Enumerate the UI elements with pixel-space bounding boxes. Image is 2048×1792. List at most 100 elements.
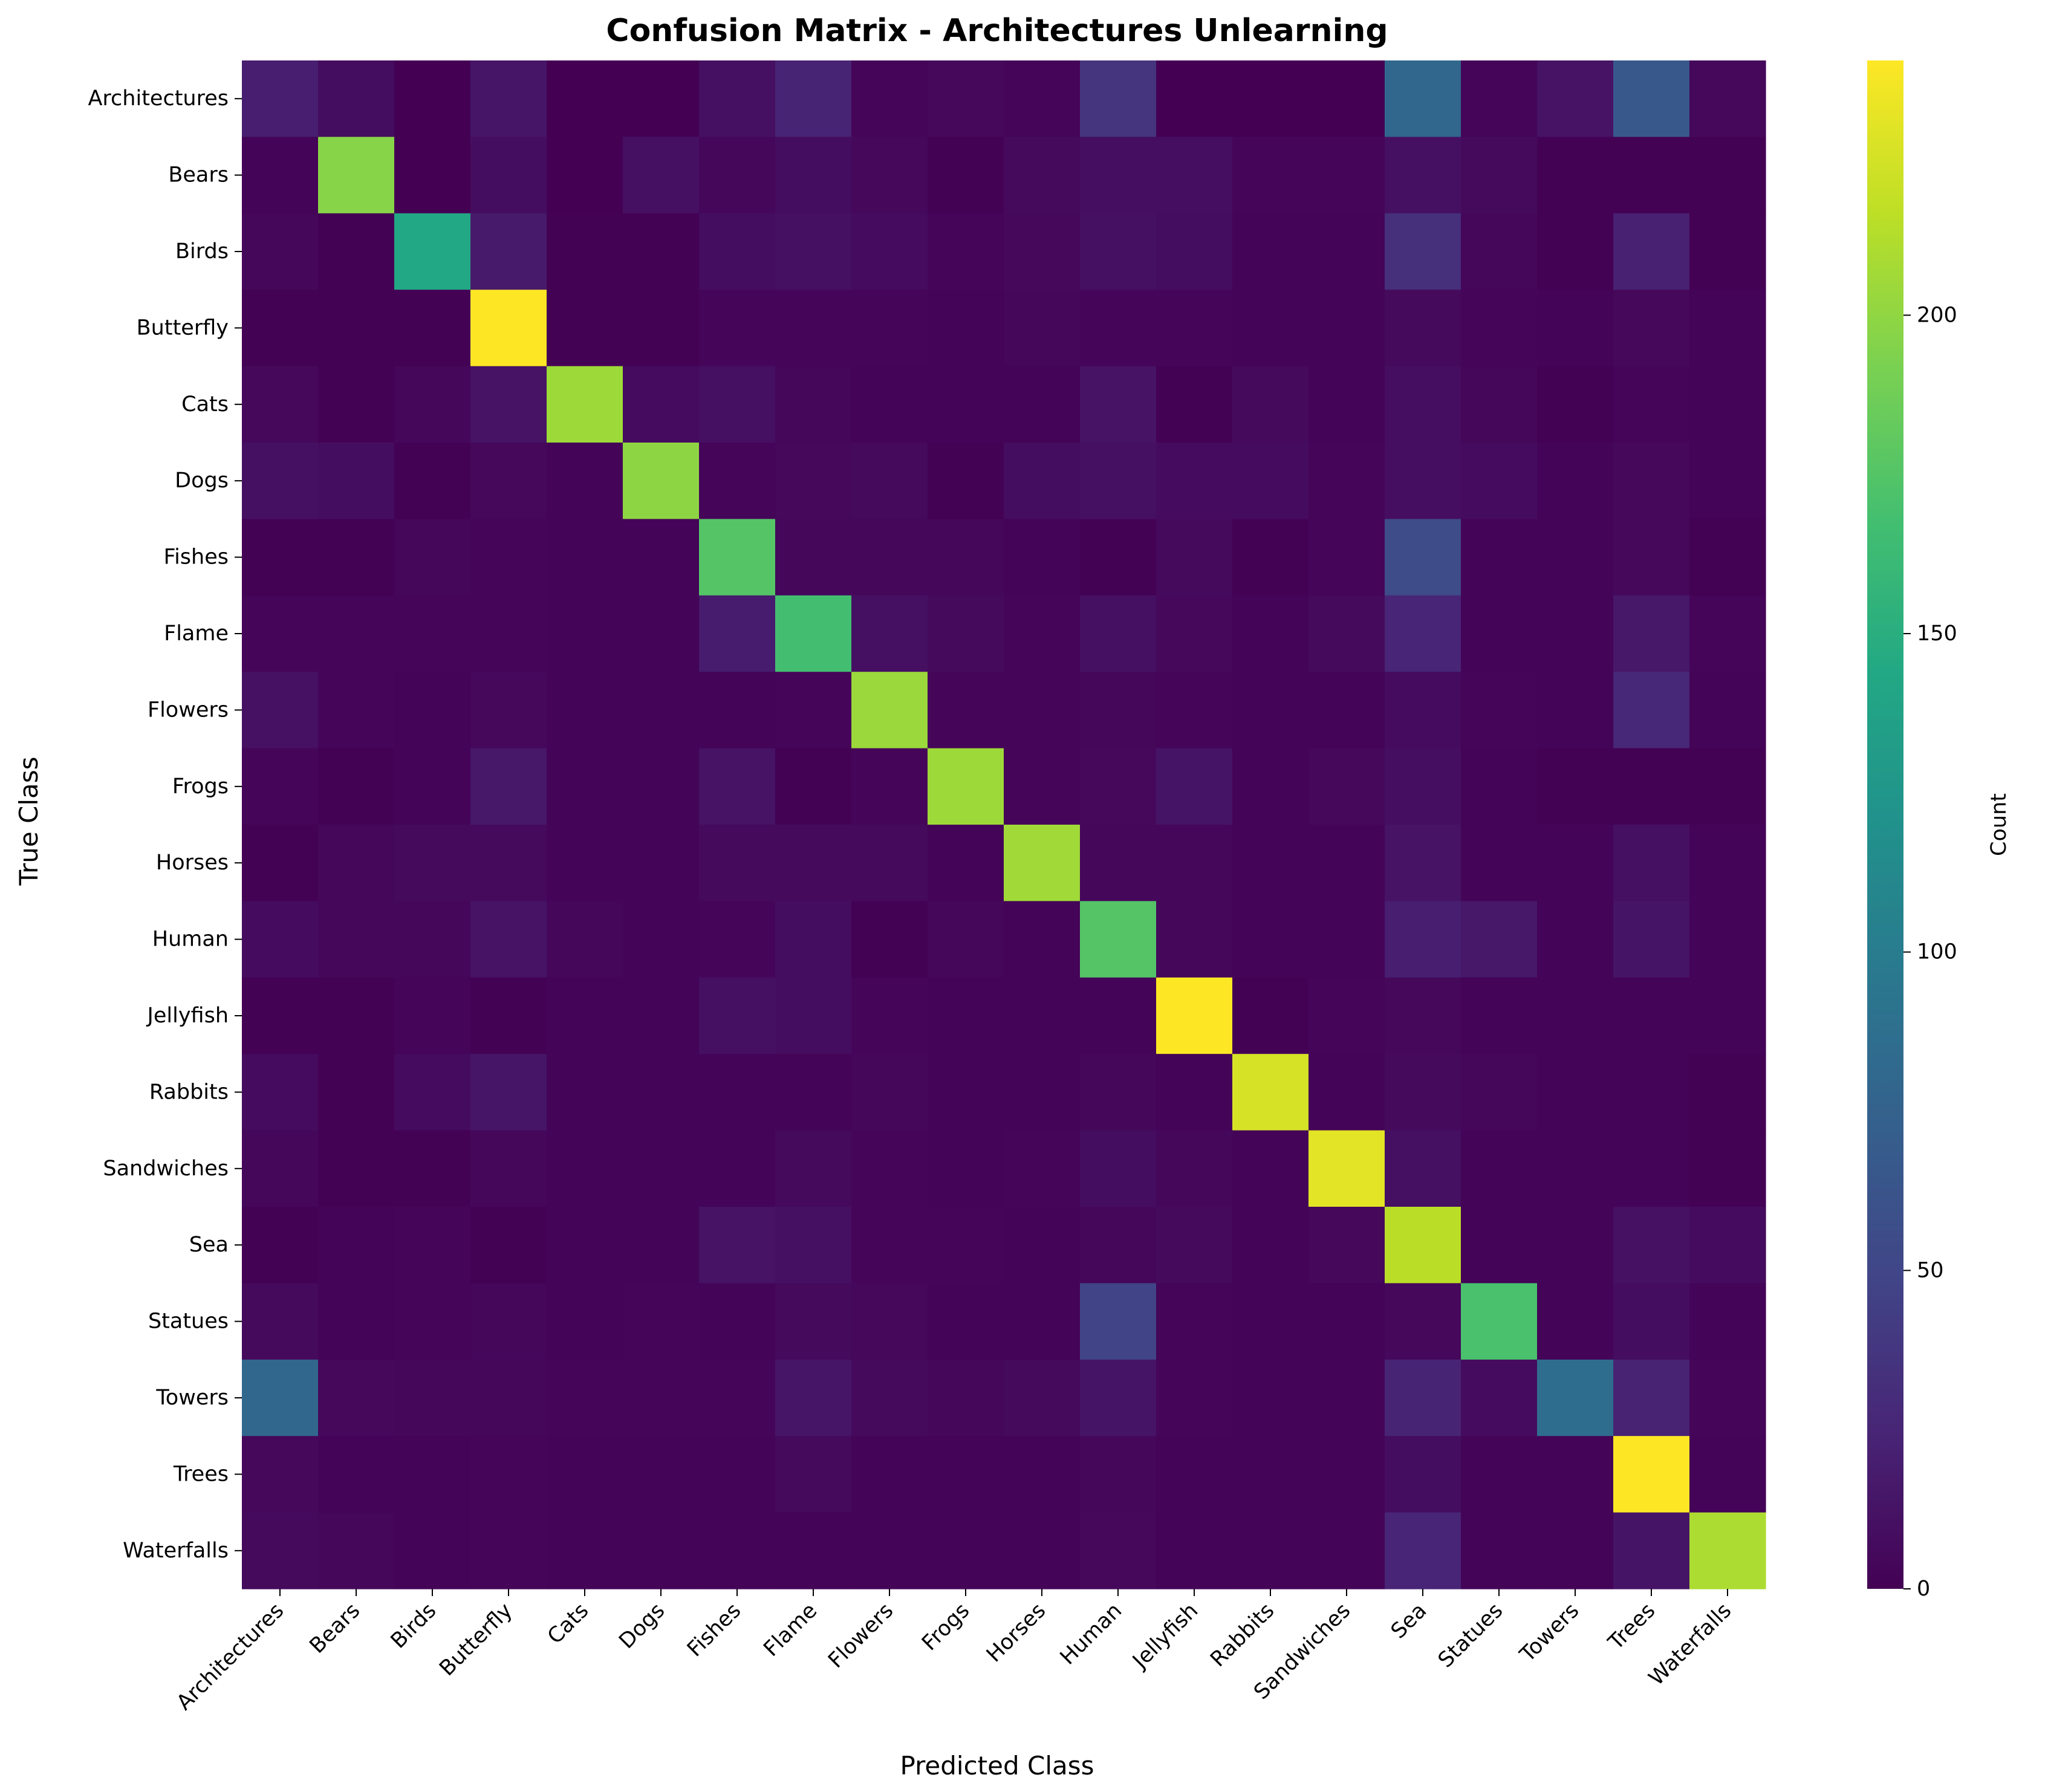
heatmap-cell: [1232, 748, 1309, 825]
heatmap-cell: [1385, 748, 1461, 825]
heatmap-cell: [699, 1054, 776, 1131]
heatmap-cell: [1537, 290, 1614, 367]
x-tick-label: Fishes: [683, 1599, 746, 1661]
heatmap-cell: [699, 1359, 776, 1437]
heatmap-cell: [1080, 672, 1157, 749]
heatmap-cell: [1689, 443, 1766, 519]
heatmap-cell: [394, 977, 471, 1054]
heatmap-cell: [623, 213, 700, 290]
heatmap-cell: [1537, 1054, 1614, 1131]
heatmap-cell: [1080, 1512, 1157, 1589]
heatmap-cell: [1308, 1436, 1385, 1513]
y-tick-label: Towers: [155, 1386, 229, 1410]
colorbar-label: Count: [1987, 793, 2011, 856]
heatmap-cell: [1537, 443, 1614, 519]
heatmap-cell: [1385, 1283, 1461, 1360]
heatmap-cell: [1080, 748, 1157, 825]
heatmap-cell: [775, 213, 852, 290]
heatmap-cell: [1689, 977, 1766, 1054]
heatmap-cell: [1689, 290, 1766, 367]
heatmap-cell: [318, 1130, 395, 1207]
heatmap-cell: [1613, 519, 1690, 596]
heatmap-cell: [242, 1207, 319, 1284]
heatmap-cell: [1004, 1512, 1081, 1589]
heatmap-cell: [928, 290, 1004, 367]
heatmap-cell: [242, 977, 319, 1054]
heatmap-cell: [1156, 366, 1233, 443]
heatmap-cell: [851, 977, 928, 1054]
heatmap-cell: [1308, 443, 1385, 519]
heatmap-cell: [394, 366, 471, 443]
y-axis-label: True Class: [14, 756, 44, 886]
heatmap-cell: [1080, 443, 1157, 519]
heatmap-cell: [1156, 1130, 1233, 1207]
heatmap-cell: [1232, 519, 1309, 596]
heatmap-cell: [242, 672, 319, 749]
heatmap-cell: [1689, 672, 1766, 749]
heatmap-cell: [318, 901, 395, 978]
heatmap-cell: [851, 213, 928, 290]
heatmap-cell: [242, 443, 319, 519]
heatmap-cell: [470, 213, 547, 290]
y-axis-ticks: Architectures Bears Birds Butterfly Cats Dogs…: [88, 86, 242, 1563]
heatmap-cell: [1156, 137, 1233, 214]
heatmap-cell: [1461, 366, 1538, 443]
heatmap-cell: [547, 1130, 623, 1207]
heatmap-cell: [1004, 443, 1081, 519]
heatmap-cell: [1004, 672, 1081, 749]
heatmap-cell: [470, 443, 547, 519]
y-tick-label: Architectures: [88, 86, 229, 111]
heatmap-cell: [1080, 290, 1157, 367]
heatmap-cell: [394, 672, 471, 749]
heatmap-cell: [851, 137, 928, 214]
heatmap-cell: [775, 1436, 852, 1513]
heatmap-cell: [1308, 1130, 1385, 1207]
heatmap-cell: [928, 1207, 1004, 1284]
heatmap-cell: [1613, 213, 1690, 290]
heatmap-cell: [928, 366, 1004, 443]
heatmap-cell: [242, 1283, 319, 1360]
heatmap-cell: [1308, 519, 1385, 596]
heatmap-cell: [623, 595, 700, 672]
heatmap-cell: [1080, 1436, 1157, 1513]
y-tick-label: Sea: [189, 1233, 229, 1257]
heatmap-cell: [775, 443, 852, 519]
heatmap-cell: [318, 977, 395, 1054]
heatmap-cell: [1537, 672, 1614, 749]
heatmap-cell: [470, 1359, 547, 1437]
heatmap-cell: [1461, 60, 1538, 137]
colorbar-tick-label: 0: [1917, 1577, 1930, 1601]
heatmap-cell: [470, 519, 547, 596]
heatmap-cell: [1613, 137, 1690, 214]
heatmap-cell: [623, 1436, 700, 1513]
heatmap-cell: [1308, 60, 1385, 137]
heatmap-cell: [547, 1054, 623, 1131]
chart-title: Confusion Matrix - Architectures Unlearn…: [606, 13, 1388, 49]
heatmap-cell: [1461, 213, 1538, 290]
heatmap-cell: [1537, 901, 1614, 978]
heatmap-cell: [470, 1207, 547, 1284]
x-tick-label: Human: [1056, 1599, 1127, 1670]
heatmap-cell: [394, 1054, 471, 1131]
heatmap-cell: [547, 977, 623, 1054]
heatmap-cell: [1461, 443, 1538, 519]
heatmap-cell: [699, 519, 776, 596]
x-tick-label: Birds: [386, 1599, 441, 1653]
heatmap-cell: [1613, 443, 1690, 519]
heatmap-cell: [1537, 1512, 1614, 1589]
heatmap-cell: [1232, 901, 1309, 978]
heatmap-cell: [1232, 595, 1309, 672]
heatmap-cell: [851, 1512, 928, 1589]
heatmap-cell: [1689, 1283, 1766, 1360]
heatmap-cell: [851, 1359, 928, 1437]
heatmap-cell: [1385, 977, 1461, 1054]
heatmap-cell: [851, 443, 928, 519]
heatmap-cell: [547, 1207, 623, 1284]
heatmap-cell: [1308, 1283, 1385, 1360]
heatmap-cell: [775, 1512, 852, 1589]
heatmap-cell: [623, 1283, 700, 1360]
heatmap-cell: [1461, 1207, 1538, 1284]
heatmap-cell: [1232, 60, 1309, 137]
heatmap-cell: [242, 213, 319, 290]
